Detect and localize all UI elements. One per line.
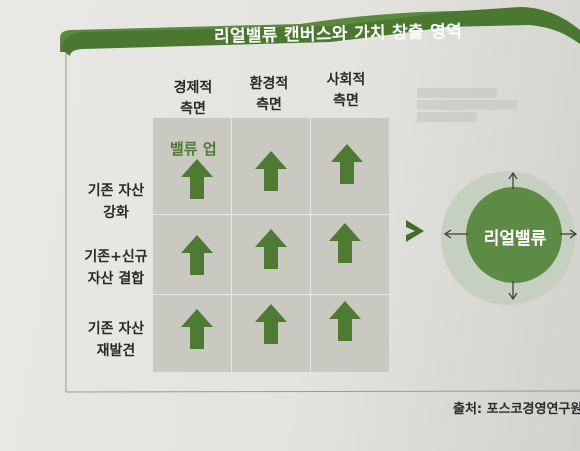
column-header-economic: 경제적 측면 bbox=[153, 78, 233, 120]
chevron-right-icon bbox=[406, 220, 424, 242]
real-value-label: 리얼밸류 bbox=[483, 229, 547, 249]
up-arrow-icon bbox=[181, 309, 213, 349]
row-header-text: 기존+신규 자산 결합 bbox=[84, 249, 148, 287]
up-arrow-icon bbox=[329, 223, 361, 263]
row-header-combine: 기존+신규 자산 결합 bbox=[66, 246, 166, 290]
up-arrow-icon bbox=[181, 235, 213, 275]
row-header-text: 기존 자산 재발견 bbox=[87, 321, 145, 359]
column-header-text: 사회적 측면 bbox=[326, 72, 366, 109]
row-header-text: 기존 자산 강화 bbox=[87, 183, 145, 221]
up-arrow-icon bbox=[329, 301, 361, 341]
column-header-text: 환경적 측면 bbox=[249, 76, 289, 113]
up-arrow-icon bbox=[331, 144, 363, 184]
row-header-strengthen: 기존 자산 강화 bbox=[66, 180, 166, 224]
column-header-environmental: 환경적 측면 bbox=[229, 74, 309, 116]
column-header-social: 사회적 측면 bbox=[306, 70, 386, 112]
title-banner bbox=[60, 7, 580, 56]
up-arrow-icon bbox=[255, 229, 287, 269]
up-arrow-icon bbox=[181, 159, 213, 199]
row-header-rediscover: 기존 자산 재발견 bbox=[66, 318, 166, 362]
column-header-text: 경제적 측면 bbox=[173, 80, 213, 117]
source-caption: 출처: 포스코경영연구원(2 bbox=[453, 402, 580, 417]
real-value-circle bbox=[441, 171, 578, 305]
bleed-through-text bbox=[417, 86, 527, 126]
up-arrow-icon bbox=[255, 304, 287, 344]
up-arrow-icon bbox=[255, 151, 287, 191]
value-up-label: 밸류 업 bbox=[170, 140, 217, 158]
